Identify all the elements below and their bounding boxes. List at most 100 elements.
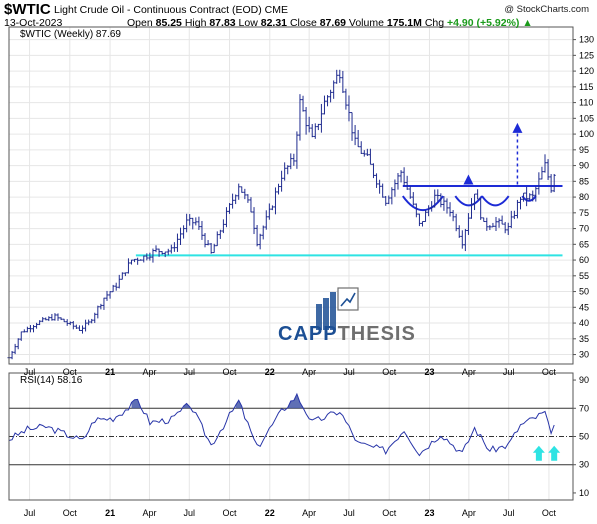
open-label: Open (127, 17, 153, 29)
ohlc-bar (249, 197, 253, 213)
ohlc-bar (240, 186, 244, 193)
ohlc-bar (531, 190, 535, 202)
high-value: 87.83 (209, 17, 236, 29)
ohlc-bar (466, 213, 470, 235)
ohlc-bar (528, 193, 532, 202)
ohlc-bar (451, 210, 455, 222)
x-tick-label: Apr (142, 508, 156, 518)
ohlc-bar (518, 196, 522, 210)
price-y-tick-label: 30 (579, 350, 589, 360)
rsi-y-tick-label: 10 (579, 488, 589, 498)
ohlc-bar (283, 162, 287, 181)
ohlc-bar (71, 321, 75, 330)
price-y-tick-label: 50 (579, 287, 589, 297)
rsi-y-tick-labels: 10 30 50 70 90 (579, 375, 589, 498)
ohlc-bar (368, 148, 372, 165)
ohlc-bar (326, 95, 330, 107)
ohlc-bar (277, 183, 281, 195)
ohlc-bar (494, 216, 498, 231)
x-tick-labels: Jul Jul Oct Oct 21 21 Apr Apr Jul Jul Oct Oct 22 22 Ap… (24, 367, 557, 518)
watermark-text-capp: CAPP (278, 323, 338, 345)
ohlc-bar (488, 225, 492, 231)
price-y-tick-label: 60 (579, 255, 589, 265)
price-y-tick-labels: 30 35 40 45 50 55 60 65 70 75 80 85 90 95 100 105 110 115… (579, 35, 594, 360)
x-tick-label: Jul (343, 367, 355, 377)
breakout-triangle-icon (463, 174, 474, 185)
ohlc-bar (19, 331, 23, 341)
ohlc-bar (108, 291, 112, 299)
ohlc-bar (375, 173, 379, 188)
ohlc-bar (301, 95, 305, 112)
ohlc-bar (117, 274, 121, 289)
price-grid (9, 27, 573, 364)
ohlc-bar (365, 148, 369, 156)
ohlc-bar (463, 228, 467, 252)
ohlc-bar (175, 233, 179, 252)
price-y-tick-label: 40 (579, 318, 589, 328)
ohlc-bar (22, 329, 26, 333)
ohlc-bar (430, 201, 434, 212)
ohlc-bar (185, 213, 189, 233)
ohlc-bar (497, 218, 501, 228)
price-y-tick-label: 100 (579, 129, 594, 139)
rsi-y-tick-label: 30 (579, 460, 589, 470)
ohlc-bar (264, 210, 268, 230)
quote-date: 13-Oct-2023 (4, 17, 63, 29)
x-tick-label: Apr (462, 367, 476, 377)
ohlc-bar (148, 252, 152, 261)
x-tick-label: Oct (542, 508, 557, 518)
ohlc-bar (491, 222, 495, 228)
ohlc-bar (338, 69, 342, 83)
ohlc-bar (310, 124, 314, 138)
capp-thesis-logo (316, 287, 359, 330)
ohlc-bar (313, 123, 317, 139)
price-y-tick-label: 125 (579, 50, 594, 60)
ohlc-bar (10, 350, 14, 360)
ohlc-bar (485, 217, 489, 231)
ohlc-bar (512, 210, 516, 220)
ohlc-bar (246, 194, 250, 203)
ohlc-bar (411, 192, 415, 206)
watermark-text: CAPPTHESIS (278, 323, 416, 346)
ohlc-bar (273, 187, 277, 215)
ohlc-bar (166, 248, 170, 256)
price-y-tick-label: 75 (579, 208, 589, 218)
ohlc-bar (387, 195, 391, 205)
price-y-tick-label: 115 (579, 82, 593, 92)
price-y-tick-label: 45 (579, 302, 589, 312)
x-tick-label: Apr (462, 508, 476, 518)
ohlc-bar (552, 173, 556, 193)
price-panel-frame (8, 26, 574, 365)
price-annotations (135, 122, 563, 257)
cyan-up-arrow-icon (548, 445, 561, 461)
ohlc-bar (65, 319, 69, 326)
ohlc-bar (234, 194, 238, 205)
ohlc-bar (286, 165, 290, 175)
ohlc-bar (136, 257, 140, 265)
ohlc-bar (243, 188, 247, 200)
ohlc-bar (304, 107, 308, 135)
ohlc-bar (102, 297, 106, 310)
ohlc-bar (261, 225, 265, 240)
ohlc-bar (191, 217, 195, 230)
ohlc-bar (145, 253, 149, 261)
ohlc-bar (142, 255, 146, 263)
ohlc-bar (417, 213, 421, 227)
x-tick-label: Jul (503, 367, 515, 377)
ohlc-bar (179, 227, 183, 246)
ohlc-bar (479, 197, 483, 220)
ohlc-bar (200, 220, 204, 240)
ohlc-bar (473, 193, 477, 211)
ohlc-bar (439, 193, 443, 208)
ohlc-bar (81, 325, 85, 334)
ohlc-bar (344, 88, 348, 110)
ohlc-bar (408, 185, 412, 199)
x-tick-label: Oct (382, 367, 397, 377)
rsi-grid (9, 373, 573, 500)
price-y-tick-label: 80 (579, 192, 589, 202)
ohlc-bar (215, 231, 219, 247)
rsi-y-tick-label: 50 (579, 432, 589, 442)
rsi-legend: RSI(14) 58.16 (20, 375, 83, 386)
ohlc-bar (476, 189, 480, 200)
ohlc-bar (420, 220, 424, 227)
